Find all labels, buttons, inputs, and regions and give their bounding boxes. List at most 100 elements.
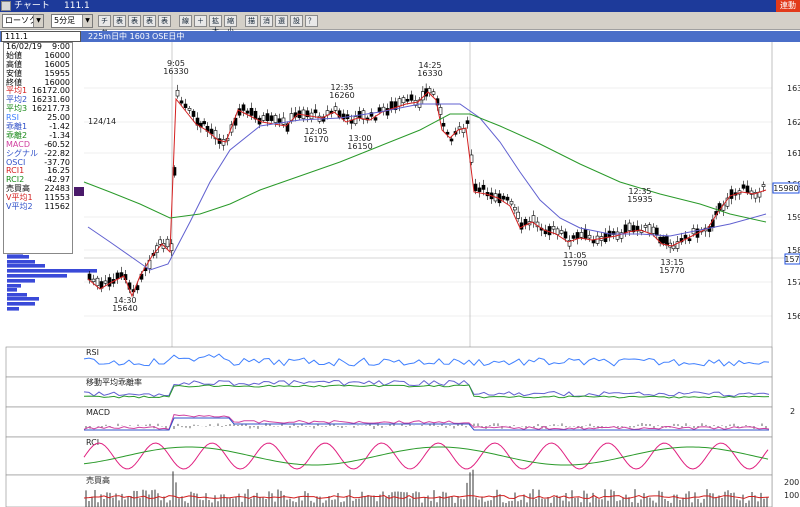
info-value: 11553	[44, 193, 70, 203]
chevron-down-icon: ▼	[82, 15, 92, 27]
symbol-input[interactable]: 111.1	[1, 31, 81, 42]
volume-profile-bar	[7, 284, 21, 288]
candle-body	[729, 189, 734, 199]
candle-body	[175, 89, 180, 97]
candle-body	[501, 195, 506, 200]
pen-icon[interactable]: 描	[245, 15, 258, 27]
candle-body	[285, 123, 290, 132]
select-icon[interactable]: 選	[275, 15, 288, 27]
info-row: 安値 15955	[4, 69, 72, 79]
candle-body	[567, 239, 572, 247]
candle-body	[369, 112, 374, 117]
price-marker	[74, 187, 84, 196]
candle-body	[445, 131, 450, 135]
zoom-in-icon[interactable]: 拡大	[209, 15, 222, 35]
chart-area[interactable]: 163162161160159158157156124/149:05163301…	[0, 42, 800, 507]
candle-body	[385, 108, 390, 116]
candle-body	[438, 107, 443, 115]
info-row: RCI1 16.25	[4, 167, 72, 176]
candle-body	[745, 185, 750, 194]
info-value: 16217.73	[31, 104, 70, 114]
line-icon[interactable]: 線	[179, 15, 192, 27]
info-row: RSI 25.00	[4, 113, 72, 123]
candle-body	[671, 245, 676, 250]
interval-value: 5分足	[54, 16, 76, 25]
candle-body	[551, 226, 556, 230]
candle-body	[401, 97, 406, 104]
candle-body	[477, 187, 482, 192]
info-label: 始値	[6, 50, 22, 60]
zoom-out-icon[interactable]: 縮小	[224, 15, 237, 35]
annotation-time: 9:05	[167, 59, 185, 68]
candle-body	[158, 239, 162, 245]
candle-body	[619, 232, 624, 239]
candle-body	[643, 224, 648, 228]
info-label: 乖離2	[6, 130, 28, 140]
candle-body	[675, 241, 680, 249]
indicator-panel	[5, 376, 773, 408]
info-row: RCI2 -42.97	[4, 175, 72, 185]
info-value: -1.42	[49, 122, 70, 132]
candle-body	[341, 113, 346, 120]
candle-body	[749, 190, 754, 195]
info-label: OSCI	[6, 157, 26, 167]
info-row: MACD -60.52	[4, 140, 72, 150]
eraser-icon[interactable]: 消	[260, 15, 273, 27]
indicator-panel	[5, 436, 773, 476]
bar-chart-icon[interactable]: チャート	[98, 15, 111, 55]
candle-body	[353, 116, 358, 125]
settings-icon[interactable]: 設	[290, 15, 303, 27]
info-label: 平均1	[6, 86, 28, 96]
candle-body	[409, 94, 414, 101]
toolbar: ローソク ▼ 5分足 ▼ チャート表表表表線＋拡大縮小描消選設？	[0, 12, 800, 55]
info-label: 平均3	[6, 104, 28, 114]
ma2-line	[87, 103, 767, 271]
info-value: -37.70	[44, 157, 70, 167]
candle-body	[505, 196, 510, 201]
candle-body	[91, 278, 96, 282]
info-row: 乖離1 -1.42	[4, 122, 72, 132]
price-tick-label: 157	[787, 278, 800, 287]
help-icon[interactable]: ？	[305, 15, 318, 27]
candle-body	[393, 101, 398, 111]
candle-body	[179, 100, 184, 104]
market-name: OSE日中	[152, 32, 185, 41]
indicator-panel	[5, 346, 773, 378]
info-value: 16231.60	[31, 95, 70, 105]
table-icon[interactable]: 表	[158, 15, 171, 27]
annotation-time: 11:05	[563, 251, 586, 260]
annotation-price: 15790	[562, 259, 587, 268]
candle-body	[333, 106, 338, 111]
interval-select[interactable]: 5分足 ▼	[51, 14, 93, 28]
vavg1-line	[83, 494, 770, 499]
info-value: 25.00	[47, 113, 70, 123]
price-tick-label: 158	[787, 246, 800, 255]
rsi-line	[83, 353, 770, 367]
chart-type-select[interactable]: ローソク ▼	[2, 14, 44, 28]
volume-profile-bar	[7, 307, 19, 311]
candle-body	[587, 234, 592, 239]
volume-profile-bar	[7, 297, 39, 301]
candle-body	[627, 222, 632, 231]
panel-title: MACD	[86, 408, 110, 417]
candle-body	[191, 110, 196, 117]
price-tick-label: 162	[787, 118, 800, 127]
info-row: 売買高 22483	[4, 184, 72, 194]
candle-body	[431, 91, 436, 95]
chevron-down-icon: ▼	[33, 15, 43, 27]
crosshair-icon[interactable]: ＋	[194, 15, 207, 27]
candle-body	[473, 183, 478, 192]
candle-body	[377, 107, 382, 113]
annotation-price: 15935	[627, 195, 652, 204]
price-tick-label: 159	[787, 213, 800, 222]
annotation-time: 13:00	[348, 134, 371, 143]
sync-button[interactable]: 連動	[776, 0, 800, 12]
table-icon[interactable]: 表	[113, 15, 126, 27]
candle-body	[305, 110, 310, 118]
candle-body	[623, 224, 628, 234]
candle-body	[115, 272, 120, 280]
info-row: 始値 16000	[4, 50, 72, 61]
info-row: 乖離2 -1.34	[4, 130, 72, 141]
table-icon[interactable]: 表	[143, 15, 156, 27]
table-icon[interactable]: 表	[128, 15, 141, 27]
